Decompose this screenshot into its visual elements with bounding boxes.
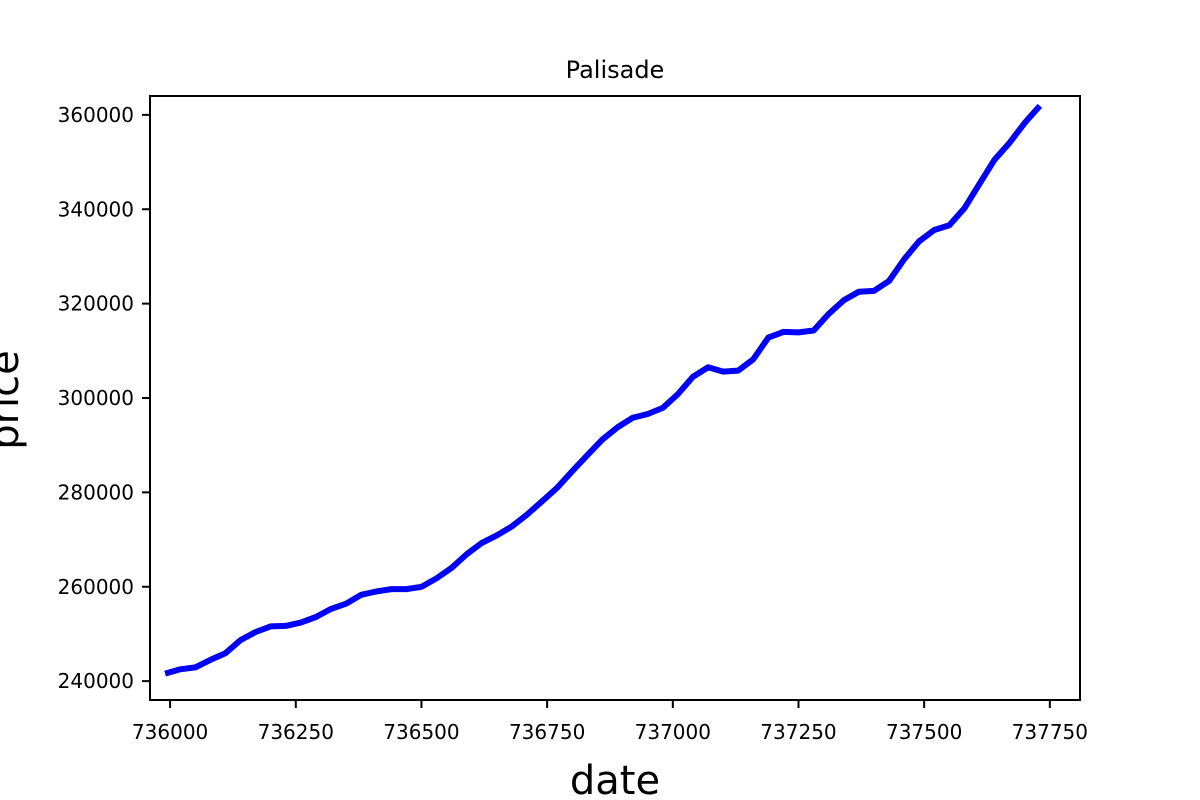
x-tick-label: 736750 <box>509 720 585 744</box>
y-tick-label: 260000 <box>58 575 134 599</box>
x-tick-label: 736500 <box>383 720 459 744</box>
y-axis-label: price <box>0 350 28 450</box>
x-tick-label: 737000 <box>635 720 711 744</box>
series-line-0 <box>164 103 1043 677</box>
x-tick-label: 737750 <box>1012 720 1088 744</box>
y-tick-label: 360000 <box>58 103 134 127</box>
x-axis-label: date <box>570 758 660 800</box>
y-tick-label: 340000 <box>58 197 134 221</box>
y-tick-label: 320000 <box>58 292 134 316</box>
x-tick-label: 736000 <box>132 720 208 744</box>
x-tick-label: 737500 <box>886 720 962 744</box>
y-tick-label: 240000 <box>58 669 134 693</box>
chart-title: Palisade <box>566 56 665 84</box>
x-tick-label: 737250 <box>760 720 836 744</box>
plot-area: 736000 736250 736500 736750 737000 737250 7375… <box>58 95 1088 744</box>
y-tick-label: 280000 <box>58 480 134 504</box>
y-tick-label: 300000 <box>58 386 134 410</box>
x-tick-label: 736250 <box>258 720 334 744</box>
